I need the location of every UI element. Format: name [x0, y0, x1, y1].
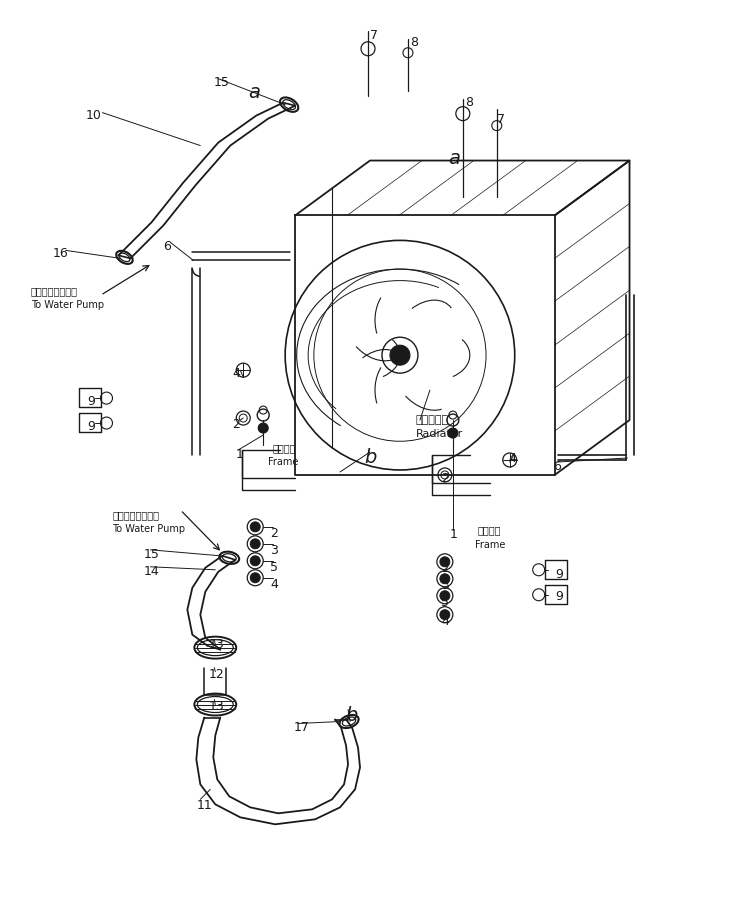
Text: 4: 4	[509, 452, 517, 465]
Text: 4: 4	[270, 578, 278, 591]
Circle shape	[448, 428, 458, 438]
Text: 9: 9	[556, 567, 563, 581]
Text: b: b	[364, 448, 376, 467]
Text: 2: 2	[441, 562, 449, 575]
Circle shape	[440, 557, 450, 566]
Text: 2: 2	[441, 472, 449, 485]
Text: 15: 15	[144, 548, 159, 561]
Circle shape	[390, 345, 410, 365]
Text: 1: 1	[236, 448, 243, 461]
Text: Frame: Frame	[475, 539, 505, 550]
Text: 4: 4	[441, 614, 449, 628]
Text: Radiator: Radiator	[416, 429, 463, 439]
Text: 8: 8	[410, 36, 418, 49]
Text: 12: 12	[208, 667, 224, 681]
Text: 16: 16	[52, 247, 68, 261]
Text: 2: 2	[270, 527, 278, 540]
Circle shape	[258, 423, 269, 433]
Text: フレーム: フレーム	[272, 443, 295, 453]
Text: 6: 6	[553, 460, 560, 473]
Circle shape	[440, 574, 450, 584]
Text: ラジエータ: ラジエータ	[416, 415, 449, 425]
Circle shape	[251, 556, 260, 566]
Text: 4: 4	[233, 367, 240, 380]
Text: 3: 3	[270, 544, 278, 557]
Text: 7: 7	[370, 29, 378, 41]
Text: 14: 14	[144, 565, 159, 578]
Text: 10: 10	[85, 108, 102, 122]
Text: To Water Pump: To Water Pump	[112, 524, 186, 534]
Text: 1: 1	[450, 528, 458, 541]
Text: 5: 5	[441, 595, 449, 609]
Text: To Water Pump: To Water Pump	[31, 300, 104, 310]
Text: ウォータポンプへ: ウォータポンプへ	[112, 510, 159, 520]
Text: 13: 13	[208, 700, 224, 713]
Circle shape	[251, 573, 260, 583]
Text: フレーム: フレーム	[478, 525, 501, 535]
Text: 9: 9	[88, 395, 96, 408]
Text: 6: 6	[163, 241, 171, 253]
Circle shape	[440, 591, 450, 601]
Circle shape	[440, 610, 450, 620]
Circle shape	[251, 522, 260, 532]
Text: 2: 2	[233, 418, 240, 431]
Text: 7: 7	[497, 113, 505, 125]
Text: 17: 17	[294, 722, 310, 734]
Text: 13: 13	[208, 638, 224, 650]
Text: 9: 9	[556, 590, 563, 603]
Circle shape	[251, 538, 260, 548]
Text: b: b	[345, 705, 358, 724]
Text: a: a	[448, 149, 460, 168]
Text: 3: 3	[441, 579, 449, 592]
Text: a: a	[248, 83, 260, 102]
Text: 8: 8	[465, 96, 473, 108]
Text: 11: 11	[196, 799, 212, 813]
Text: 9: 9	[88, 420, 96, 433]
Text: ウォータポンプへ: ウォータポンプへ	[31, 286, 78, 296]
Text: 5: 5	[270, 561, 278, 574]
Text: 15: 15	[213, 76, 229, 88]
Text: Frame: Frame	[269, 457, 298, 467]
